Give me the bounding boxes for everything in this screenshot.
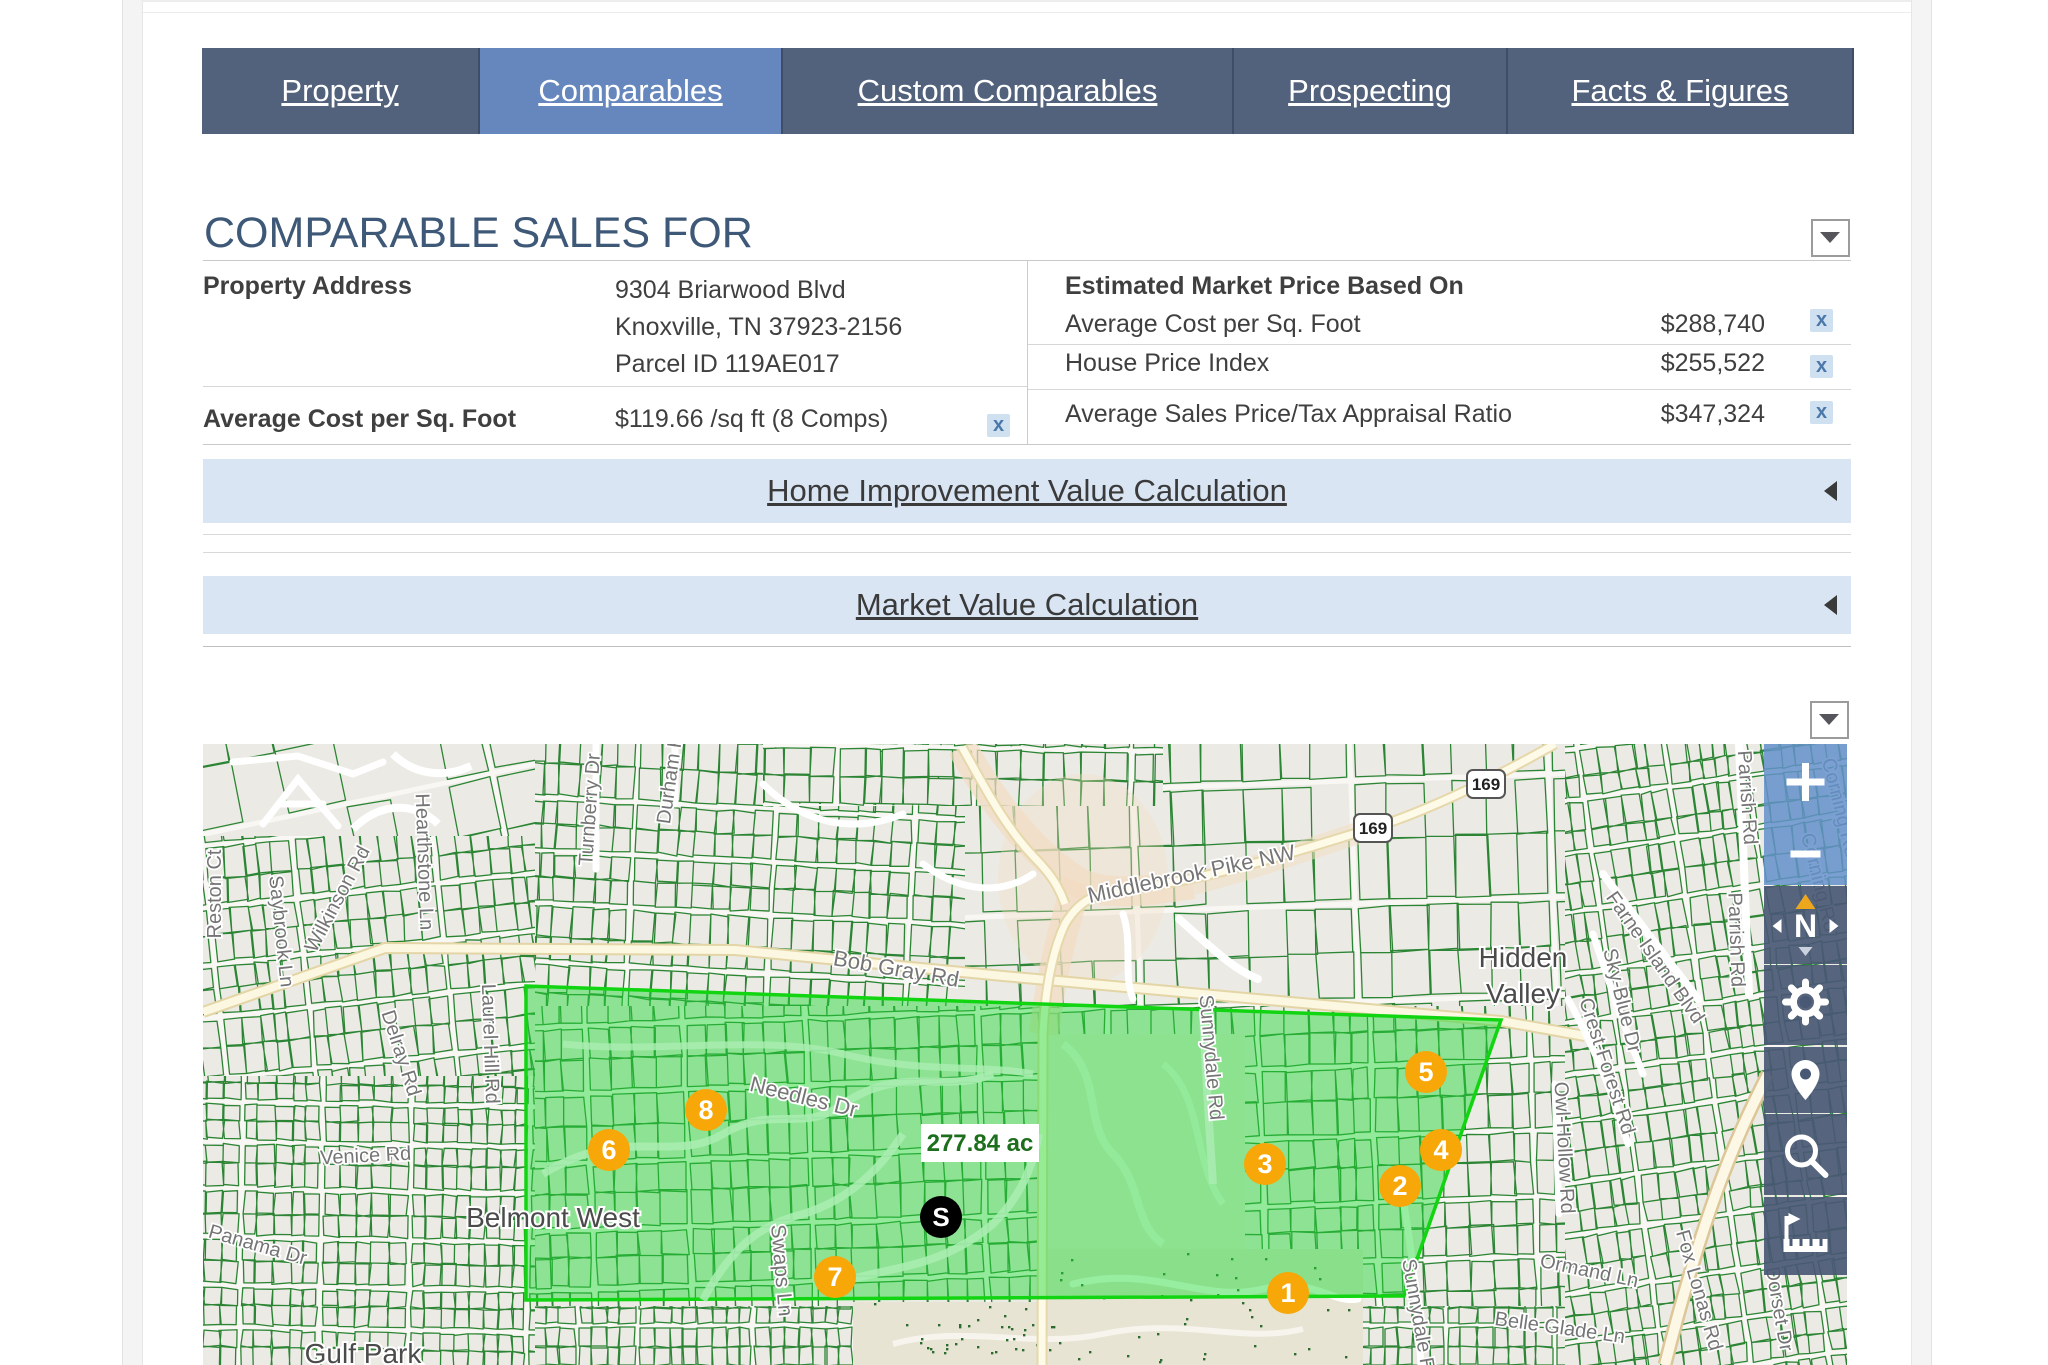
svg-text:2: 2 [1392,1171,1407,1201]
svg-text:Valley: Valley [1486,978,1560,1009]
svg-text:Reston Ct: Reston Ct [204,849,226,938]
svg-text:Belmont West: Belmont West [466,1202,640,1233]
svg-text:1: 1 [1280,1278,1295,1308]
svg-text:169: 169 [1472,775,1500,794]
svg-text:Parrish Rd: Parrish Rd [1723,892,1748,987]
svg-text:169: 169 [1359,819,1387,838]
svg-text:8: 8 [698,1095,713,1125]
svg-text:5: 5 [1418,1057,1433,1087]
svg-text:4: 4 [1433,1135,1448,1165]
svg-text:S: S [932,1202,949,1232]
svg-text:277.84 ac: 277.84 ac [927,1130,1034,1157]
svg-text:Hidden: Hidden [1479,942,1568,973]
svg-text:Gulf Park: Gulf Park [305,1338,423,1365]
svg-text:3: 3 [1257,1149,1272,1179]
svg-text:7: 7 [827,1262,842,1292]
svg-text:6: 6 [601,1135,616,1165]
svg-text:Hearthstone Ln: Hearthstone Ln [411,793,438,930]
svg-text:N: N [1794,908,1817,944]
svg-text:Laurel Hill Rd: Laurel Hill Rd [477,983,503,1104]
